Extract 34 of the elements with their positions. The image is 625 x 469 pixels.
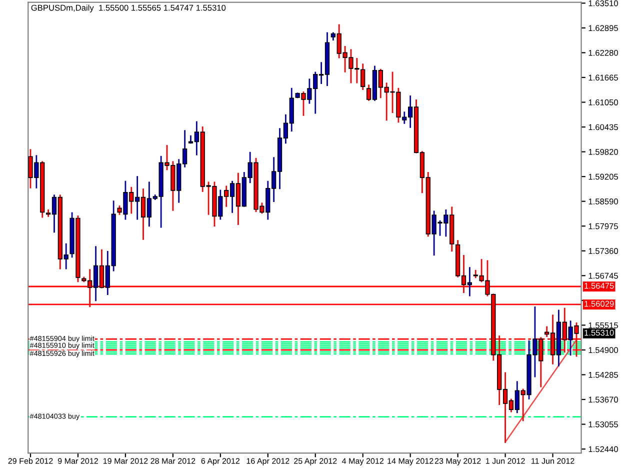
y-tick-label: 1.57975 [588,223,618,230]
y-tick-label: 1.53055 [588,421,618,428]
ref-line-label: 1.56475 [584,282,614,289]
y-tick-label: 1.54900 [588,347,618,354]
text: 1.55310 [584,330,614,336]
chart-title: GBPUSDm,Daily 1.55500 1.55565 1.54747 1.55310 [31,4,226,12]
x-tick-label: 6 Apr 2012 [201,458,240,466]
x-tick-label: 11 Jun 2012 [532,458,574,464]
y-tick-label: 1.60435 [588,124,618,130]
y-tick-label: 1.57360 [588,248,618,254]
x-tick-label: 25 Apr 2012 [294,458,337,466]
y-tick-label: 1.62280 [588,50,618,56]
y-tick-label: 1.61665 [588,74,618,81]
y-tick-label: 1.59205 [588,174,618,180]
x-tick-label: 19 Mar 2012 [103,458,148,464]
y-tick-label: 1.52440 [588,446,618,452]
y-tick-label: 1.63510 [588,0,618,6]
x-tick-label: 9 Mar 2012 [58,458,98,464]
x-tick-label: 23 May 2012 [434,458,481,466]
y-tick-label: 1.54285 [588,372,618,378]
x-tick-label: 29 Feb 2012 [8,458,53,464]
y-tick-label: 1.59820 [588,148,618,155]
y-tick-label: 1.61050 [588,99,618,106]
y-tick-label: 1.53670 [588,396,618,403]
ref-line-label: 1.56029 [584,300,614,307]
x-tick-label: 16 Apr 2012 [246,458,290,466]
y-tick-label: 1.62895 [588,25,618,32]
x-tick-label: 1 Jun 2012 [486,458,525,464]
y-tick-label: 1.56745 [588,272,618,279]
x-tick-label: 14 May 2012 [388,458,434,466]
x-tick-label: 28 Mar 2012 [150,458,196,464]
y-tick-label: 1.55515 [588,322,618,328]
y-tick-label: 1.58590 [588,198,618,204]
x-tick-label: 4 May 2012 [342,458,384,466]
